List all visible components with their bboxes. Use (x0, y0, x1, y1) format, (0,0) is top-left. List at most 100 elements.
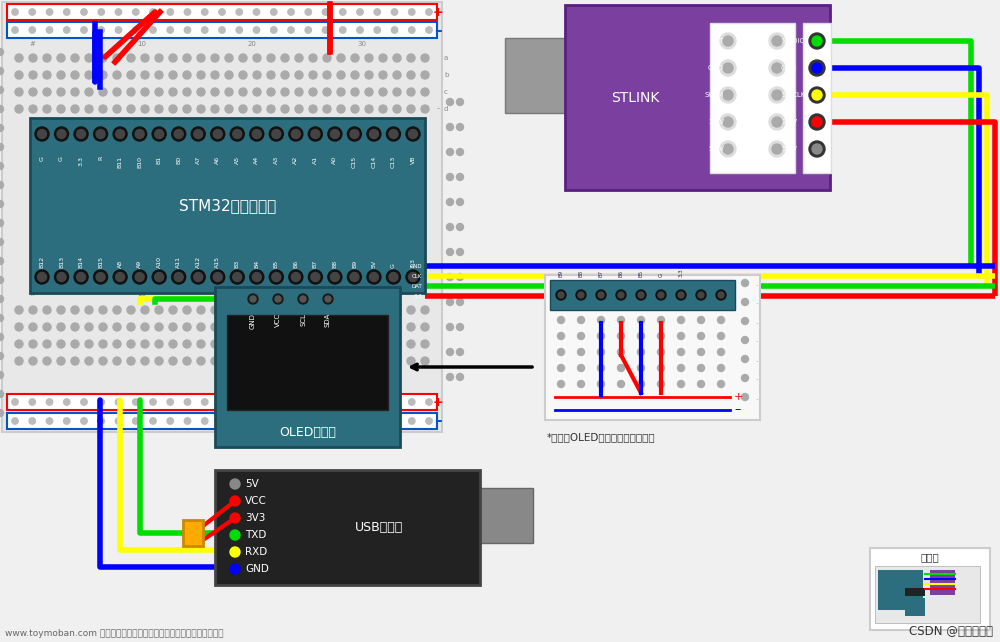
Circle shape (598, 317, 604, 324)
Text: A0: A0 (332, 156, 337, 164)
Circle shape (141, 88, 149, 96)
Circle shape (236, 9, 242, 15)
Circle shape (230, 496, 240, 506)
Text: B0: B0 (176, 156, 181, 164)
Text: B7: B7 (313, 260, 318, 268)
Circle shape (407, 357, 415, 365)
Circle shape (133, 270, 147, 284)
Circle shape (211, 88, 219, 96)
Circle shape (393, 323, 401, 331)
Circle shape (85, 105, 93, 113)
Bar (505, 38, 567, 113)
Circle shape (350, 130, 359, 139)
Circle shape (71, 71, 79, 79)
Circle shape (81, 9, 87, 15)
Circle shape (197, 88, 205, 96)
Circle shape (281, 340, 289, 348)
Circle shape (379, 306, 387, 314)
Circle shape (365, 54, 373, 62)
Circle shape (374, 9, 380, 15)
Circle shape (367, 127, 381, 141)
Circle shape (328, 127, 342, 141)
Circle shape (141, 71, 149, 79)
Circle shape (183, 323, 191, 331)
Circle shape (81, 418, 87, 424)
Circle shape (558, 365, 564, 372)
Circle shape (281, 54, 289, 62)
Circle shape (295, 71, 303, 79)
Circle shape (253, 88, 261, 96)
Circle shape (291, 272, 300, 281)
Circle shape (365, 357, 373, 365)
Circle shape (698, 349, 704, 356)
Text: B15: B15 (98, 256, 103, 268)
Circle shape (183, 105, 191, 113)
Circle shape (407, 340, 415, 348)
Circle shape (386, 127, 400, 141)
Circle shape (113, 340, 121, 348)
Circle shape (769, 114, 785, 130)
Text: .: . (755, 317, 758, 325)
Circle shape (64, 399, 70, 405)
Circle shape (141, 357, 149, 365)
Text: A6: A6 (215, 156, 220, 164)
Circle shape (71, 105, 79, 113)
Circle shape (295, 323, 303, 331)
Circle shape (15, 357, 23, 365)
Circle shape (96, 130, 105, 139)
Circle shape (556, 290, 566, 300)
Circle shape (99, 357, 107, 365)
Circle shape (337, 54, 345, 62)
Circle shape (322, 399, 329, 405)
Circle shape (55, 127, 69, 141)
Circle shape (85, 306, 93, 314)
Circle shape (239, 306, 247, 314)
Text: #: # (29, 41, 35, 47)
Circle shape (357, 399, 363, 405)
Circle shape (169, 357, 177, 365)
Circle shape (616, 290, 626, 300)
Circle shape (309, 54, 317, 62)
Circle shape (723, 36, 733, 46)
Circle shape (330, 130, 339, 139)
Circle shape (0, 238, 4, 245)
Circle shape (236, 418, 242, 424)
Circle shape (99, 323, 107, 331)
Circle shape (169, 54, 177, 62)
Circle shape (281, 88, 289, 96)
Circle shape (85, 323, 93, 331)
Circle shape (678, 365, 684, 372)
Circle shape (742, 318, 748, 324)
Circle shape (658, 292, 664, 298)
Circle shape (115, 27, 122, 33)
Circle shape (407, 306, 415, 314)
Bar (930, 570, 955, 595)
Circle shape (99, 54, 107, 62)
Circle shape (0, 105, 4, 112)
Circle shape (618, 333, 624, 340)
Circle shape (29, 71, 37, 79)
Circle shape (211, 323, 219, 331)
Circle shape (253, 357, 261, 365)
Circle shape (57, 340, 65, 348)
Text: GND: GND (250, 313, 256, 329)
Text: A2: A2 (293, 156, 298, 164)
Circle shape (219, 9, 225, 15)
Text: A5: A5 (235, 156, 240, 164)
Circle shape (421, 54, 429, 62)
Circle shape (43, 71, 51, 79)
Circle shape (74, 270, 88, 284)
Circle shape (291, 130, 300, 139)
Circle shape (38, 130, 46, 139)
Text: G: G (40, 156, 44, 161)
Circle shape (350, 272, 359, 281)
Text: C15: C15 (352, 156, 357, 168)
Text: a: a (444, 55, 448, 61)
Text: 30: 30 (358, 41, 366, 47)
Circle shape (289, 127, 303, 141)
Circle shape (57, 105, 65, 113)
Circle shape (85, 88, 93, 96)
Circle shape (12, 399, 18, 405)
Circle shape (678, 292, 684, 298)
Circle shape (638, 381, 644, 388)
